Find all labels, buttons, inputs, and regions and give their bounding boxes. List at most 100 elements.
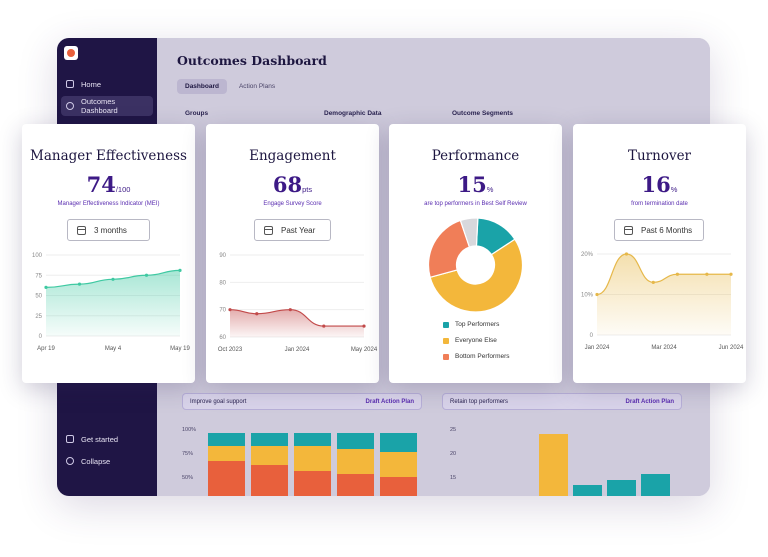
legend-everyone-else: Everyone Else — [443, 337, 497, 344]
y-tick-label: 60 — [219, 335, 226, 341]
period-select-value: Past 6 Months — [641, 225, 693, 235]
y-tick-label: 50 — [35, 294, 42, 300]
data-point — [44, 285, 48, 289]
bar-segment — [208, 433, 245, 446]
engagement-chart: 90 80 70 60 Oct 2023 Jan 2024 May 2024 — [218, 253, 378, 353]
bar — [641, 474, 670, 496]
stacked-bar-chart: 100% 75% 50% — [182, 423, 422, 496]
tab-bar: Dashboard Action Plans — [177, 79, 283, 94]
data-point — [111, 277, 115, 281]
card-title: Manager Effectiveness — [30, 148, 187, 164]
donut-slice — [459, 217, 479, 248]
data-point — [705, 272, 709, 276]
bar-segment — [294, 445, 331, 471]
period-select[interactable]: Past 6 Months — [614, 219, 704, 241]
tab-action-plans[interactable]: Action Plans — [238, 83, 276, 90]
y-tick-label: 90 — [219, 253, 226, 259]
sidebar-item-collapse[interactable]: Collapse — [61, 451, 153, 471]
sidebar-item-get-started[interactable]: Get started — [61, 429, 153, 449]
data-point — [255, 312, 259, 316]
calendar-icon — [77, 226, 86, 235]
bar-segment — [208, 461, 245, 496]
tab-dashboard[interactable]: Dashboard — [177, 79, 227, 94]
bar-segment — [337, 433, 374, 449]
metric-value: 16% — [573, 172, 746, 197]
card-engagement: Engagement 68pts Engage Survey Score Pas… — [206, 124, 379, 383]
data-point — [144, 273, 149, 277]
sidebar-item-home[interactable]: Home — [61, 74, 153, 94]
sidebar-item-label: Home — [81, 79, 102, 89]
draft-action-plan-link[interactable]: Draft Action Plan — [365, 398, 414, 405]
star-icon — [66, 435, 74, 443]
y-tick-label: 0 — [39, 334, 43, 340]
calendar-icon — [264, 226, 273, 235]
sidebar-item-outcomes-dashboard[interactable]: Outcomes Dashboard — [61, 96, 153, 116]
action-bar-goal-support[interactable]: Improve goal support Draft Action Plan — [182, 393, 422, 410]
filter-demographic-label: Demographic Data — [324, 110, 382, 117]
y-tick-label: 75% — [182, 451, 194, 457]
legend-label: Top Performers — [455, 321, 500, 328]
bar-segment — [337, 448, 374, 474]
legend-label: Bottom Performers — [455, 353, 510, 360]
legend-swatch — [443, 321, 449, 328]
metric-value: 15% — [389, 172, 562, 197]
metric-number: 16 — [641, 172, 671, 197]
action-bar-label: Retain top performers — [450, 398, 509, 405]
draft-action-plan-link[interactable]: Draft Action Plan — [625, 398, 674, 405]
y-tick-label: 50% — [182, 475, 194, 481]
y-tick-label: 100% — [182, 427, 197, 433]
y-tick-label: 25 — [35, 314, 42, 320]
y-tick-label: 0 — [590, 333, 594, 339]
period-select[interactable]: Past Year — [254, 219, 331, 241]
x-tick-label: May 19 — [170, 346, 190, 352]
x-tick-label: Jan 2024 — [585, 345, 610, 351]
y-tick-label: 100 — [32, 253, 43, 259]
x-tick-label: Apr 19 — [37, 346, 55, 352]
area-fill — [597, 254, 731, 335]
metric-unit: % — [670, 185, 678, 194]
area-fill — [230, 309, 364, 337]
metric-subtitle: Manager Effectiveness Indicator (MEI) — [57, 201, 160, 207]
calendar-icon — [624, 226, 633, 235]
bar — [573, 485, 602, 496]
metric-value: 68pts — [206, 172, 379, 197]
period-select[interactable]: 3 months — [67, 219, 150, 241]
data-point — [77, 282, 82, 286]
bar-segment — [251, 433, 288, 446]
app-logo — [64, 46, 78, 60]
legend-label: Everyone Else — [455, 337, 497, 344]
metric-number: 74 — [86, 172, 116, 197]
metric-value: 74/100 — [22, 172, 195, 197]
y-tick-label: 20 — [450, 451, 457, 457]
y-tick-label: 70 — [219, 308, 226, 314]
data-point — [322, 324, 326, 328]
y-tick-label: 15 — [450, 475, 457, 481]
data-point — [651, 280, 655, 284]
metric-unit: /100 — [115, 185, 131, 194]
card-manager-effectiveness: Manager Effectiveness 74/100 Manager Eff… — [22, 124, 195, 383]
card-title: Performance — [431, 148, 520, 164]
card-title: Engagement — [249, 148, 336, 164]
bar-segment — [380, 477, 417, 496]
bar — [539, 433, 568, 496]
home-icon — [66, 80, 74, 88]
turnover-chart: 20% 10% 0 Jan 2024 Mar 2024 Jun 2024 — [581, 252, 744, 351]
donut-slice — [427, 219, 471, 279]
data-point — [362, 324, 366, 328]
x-tick-label: Oct 2023 — [218, 347, 243, 353]
metric-subtitle: from termination date — [631, 201, 688, 207]
legend-top-performers: Top Performers — [443, 321, 499, 328]
legend-bottom-performers: Bottom Performers — [443, 353, 510, 360]
metric-unit: pts — [302, 185, 313, 194]
manager-effectiveness-chart: 100 75 50 25 0 Apr 19 May 4 May 19 — [32, 253, 191, 352]
bar-chart: 25 20 15 — [442, 423, 682, 496]
action-bar-retain-top[interactable]: Retain top performers Draft Action Plan — [442, 393, 682, 410]
metric-number: 15 — [457, 172, 487, 197]
series-line — [596, 253, 731, 296]
legend-swatch — [443, 337, 449, 344]
period-select-value: Past Year — [281, 225, 316, 235]
y-tick-label: 10% — [581, 293, 594, 299]
data-point — [228, 308, 232, 312]
x-tick-label: Jun 2024 — [719, 345, 744, 351]
filter-segments-label: Outcome Segments — [452, 110, 514, 117]
